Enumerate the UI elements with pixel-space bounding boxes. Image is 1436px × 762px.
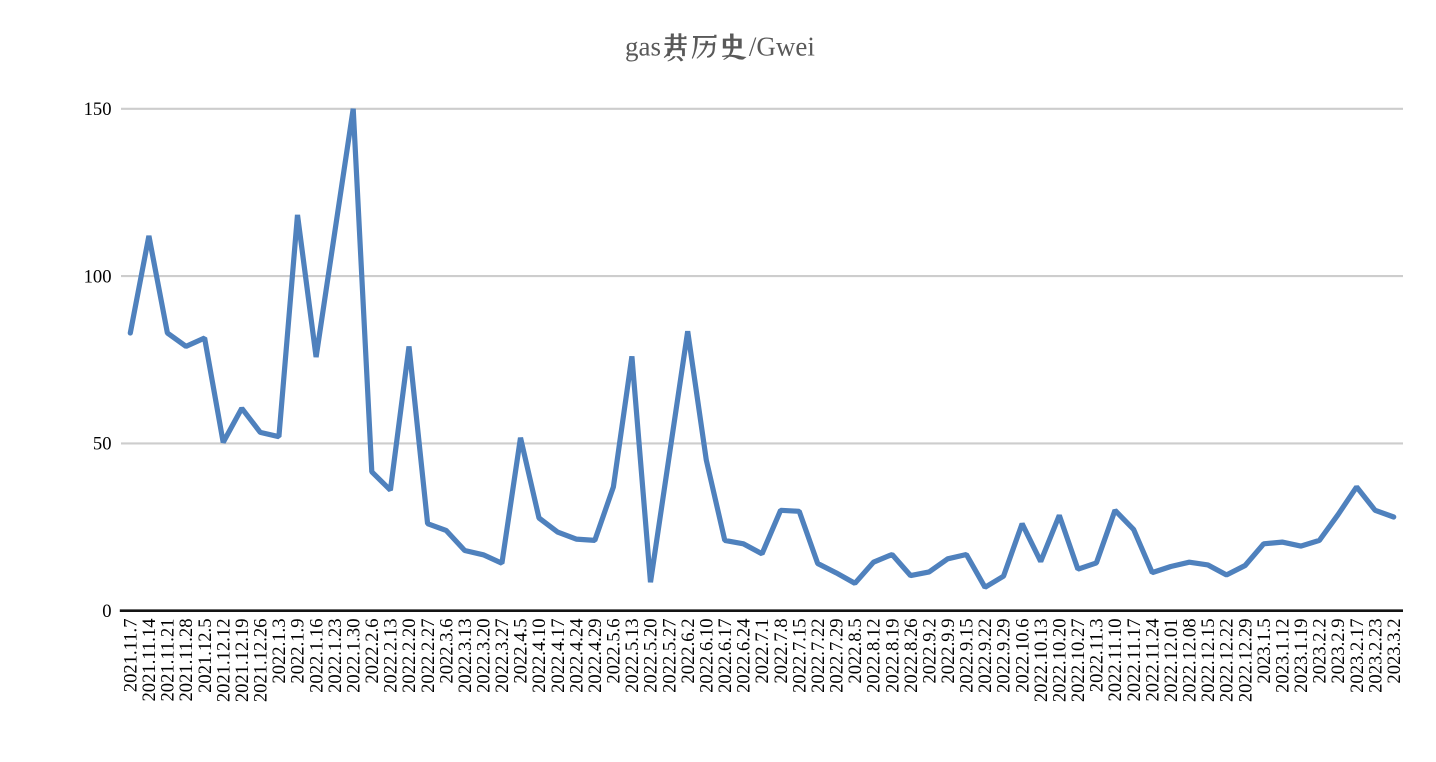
svg-text:2022.12.01: 2022.12.01 — [1161, 619, 1182, 703]
svg-text:gas: gas — [625, 32, 661, 62]
svg-text:2022.11.17: 2022.11.17 — [1124, 619, 1145, 702]
svg-text:2022.6.10: 2022.6.10 — [697, 619, 718, 693]
svg-text:2022.8.26: 2022.8.26 — [901, 619, 922, 693]
svg-text:2023.2.23: 2023.2.23 — [1365, 619, 1386, 693]
svg-text:2022.4.10: 2022.4.10 — [529, 619, 550, 693]
svg-text:2022.9.29: 2022.9.29 — [994, 618, 1015, 692]
svg-text:2022.10.13: 2022.10.13 — [1031, 619, 1052, 703]
svg-text:2022.2.20: 2022.2.20 — [399, 619, 420, 693]
svg-text:150: 150 — [84, 99, 112, 120]
svg-text:2022.5.13: 2022.5.13 — [622, 619, 643, 693]
svg-text:2021.12.26: 2021.12.26 — [251, 619, 272, 703]
svg-text:2021.12.19: 2021.12.19 — [232, 619, 253, 703]
svg-text:2022.4.24: 2022.4.24 — [566, 619, 587, 693]
svg-text:2022.3.20: 2022.3.20 — [474, 619, 495, 693]
svg-text:2022.7.22: 2022.7.22 — [808, 619, 829, 693]
svg-text:2022.7.15: 2022.7.15 — [789, 619, 810, 693]
svg-text:2022.3.27: 2022.3.27 — [492, 619, 513, 693]
svg-text:2022.6.17: 2022.6.17 — [715, 619, 736, 693]
svg-text:2022.12.15: 2022.12.15 — [1198, 619, 1219, 703]
svg-text:2022.11.10: 2022.11.10 — [1105, 619, 1126, 702]
svg-text:2022.7.1: 2022.7.1 — [752, 619, 773, 684]
svg-text:100: 100 — [84, 266, 112, 287]
svg-text:2022.2.6: 2022.2.6 — [362, 619, 383, 684]
svg-text:2022.4.17: 2022.4.17 — [548, 619, 569, 693]
svg-text:2022.9.22: 2022.9.22 — [975, 618, 996, 692]
svg-text:/Gwei: /Gwei — [749, 32, 815, 62]
svg-text:2022.1.23: 2022.1.23 — [325, 619, 346, 693]
svg-text:2022.8.12: 2022.8.12 — [864, 619, 885, 693]
svg-text:2022.2.27: 2022.2.27 — [418, 619, 439, 693]
svg-text:2021.12.5: 2021.12.5 — [195, 619, 216, 693]
svg-text:2021.11.28: 2021.11.28 — [176, 619, 197, 702]
svg-text:2023.1.19: 2023.1.19 — [1291, 619, 1312, 693]
svg-text:2021.11.21: 2021.11.21 — [158, 619, 179, 702]
svg-text:2022.5.20: 2022.5.20 — [641, 619, 662, 693]
svg-text:50: 50 — [93, 434, 112, 455]
svg-text:2023.3.2: 2023.3.2 — [1384, 619, 1405, 684]
svg-text:2022.2.13: 2022.2.13 — [381, 619, 402, 693]
svg-text:2022.6.24: 2022.6.24 — [734, 619, 755, 693]
svg-text:2022.8.19: 2022.8.19 — [882, 619, 903, 693]
svg-text:2022.3.6: 2022.3.6 — [436, 619, 457, 684]
svg-text:2022.9.2: 2022.9.2 — [919, 619, 940, 684]
svg-text:2022.11.3: 2022.11.3 — [1087, 619, 1108, 693]
svg-text:2022.6.2: 2022.6.2 — [678, 619, 699, 684]
svg-text:2023.2.17: 2023.2.17 — [1347, 619, 1368, 693]
svg-text:2022.10.6: 2022.10.6 — [1012, 619, 1033, 693]
svg-text:2022.1.3: 2022.1.3 — [269, 619, 290, 684]
svg-text:2022.12.08: 2022.12.08 — [1180, 619, 1201, 703]
svg-text:2022.11.24: 2022.11.24 — [1142, 619, 1163, 702]
svg-text:2022.4.29: 2022.4.29 — [585, 619, 606, 693]
svg-text:2022.1.30: 2022.1.30 — [343, 619, 364, 693]
svg-text:2022.5.27: 2022.5.27 — [659, 619, 680, 693]
svg-text:2022.12.29: 2022.12.29 — [1235, 619, 1256, 703]
svg-text:2022.9.9: 2022.9.9 — [938, 619, 959, 684]
svg-text:2023.1.12: 2023.1.12 — [1272, 619, 1293, 693]
svg-text:2022.9.15: 2022.9.15 — [957, 619, 978, 693]
svg-text:2023.2.9: 2023.2.9 — [1328, 619, 1349, 684]
svg-text:2022.1.16: 2022.1.16 — [306, 619, 327, 693]
svg-text:2022.7.29: 2022.7.29 — [827, 619, 848, 693]
svg-text:2022.1.9: 2022.1.9 — [288, 619, 309, 684]
svg-text:2022.10.27: 2022.10.27 — [1068, 619, 1089, 703]
svg-text:2023.2.2: 2023.2.2 — [1310, 619, 1331, 684]
svg-text:2021.11.7: 2021.11.7 — [121, 619, 142, 693]
svg-text:2022.12.22: 2022.12.22 — [1217, 619, 1238, 703]
svg-text:0: 0 — [102, 601, 111, 622]
svg-text:2021.11.14: 2021.11.14 — [139, 619, 160, 702]
svg-text:2021.12.12: 2021.12.12 — [213, 619, 234, 703]
svg-text:2022.7.8: 2022.7.8 — [771, 619, 792, 684]
svg-text:2022.10.20: 2022.10.20 — [1050, 619, 1071, 703]
svg-text:2022.4.5: 2022.4.5 — [511, 619, 532, 684]
svg-text:2022.8.5: 2022.8.5 — [845, 619, 866, 684]
svg-text:2023.1.5: 2023.1.5 — [1254, 619, 1275, 684]
svg-text:2022.3.13: 2022.3.13 — [455, 619, 476, 693]
svg-text:2022.5.6: 2022.5.6 — [604, 619, 625, 684]
